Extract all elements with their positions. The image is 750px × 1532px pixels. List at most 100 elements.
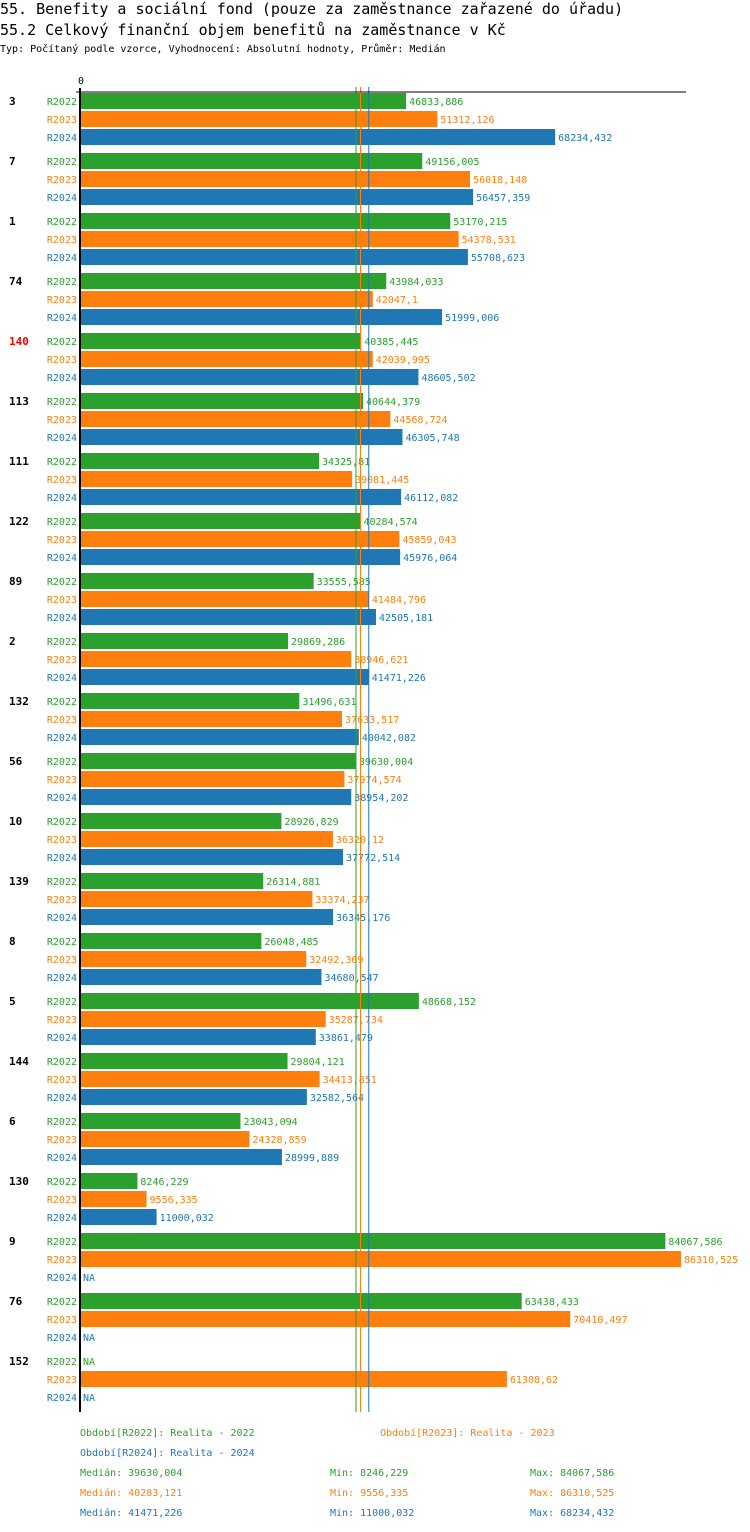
data-label: 38946,621: [354, 655, 408, 666]
bar: [80, 1131, 250, 1147]
bar: [80, 513, 361, 529]
data-label: 24328,859: [252, 1135, 306, 1146]
category-label: 152: [9, 1355, 29, 1368]
bar: [80, 549, 401, 565]
bar: [80, 189, 474, 205]
data-label: 32492,369: [309, 955, 363, 966]
data-label: 63438,433: [525, 1297, 579, 1308]
category-label: 9: [9, 1235, 16, 1248]
bar: [80, 129, 556, 145]
data-label: 31496,631: [302, 697, 356, 708]
series-label: R2024: [47, 973, 77, 984]
category-label: 2: [9, 635, 16, 648]
data-label: 48605,502: [421, 373, 475, 384]
bar: [80, 969, 322, 985]
data-label: NA: [83, 1273, 95, 1284]
bar: [80, 609, 376, 625]
data-label: 86310,525: [684, 1255, 738, 1266]
series-label: R2023: [47, 355, 77, 366]
series-label: R2023: [47, 655, 77, 666]
data-label: 56457,359: [476, 193, 530, 204]
series-label: R2024: [47, 1333, 77, 1344]
series-label: R2022: [47, 877, 77, 888]
series-label: R2022: [47, 1177, 77, 1188]
series-label: R2023: [47, 955, 77, 966]
stat-max-r2023: Max: 86310,525: [530, 1488, 615, 1499]
series-label: R2022: [47, 1057, 77, 1068]
data-label: 29804,121: [291, 1057, 345, 1068]
chart-title: 55. Benefity a sociální fond (pouze za z…: [0, 0, 624, 18]
bar: [80, 171, 471, 187]
bar: [80, 1311, 571, 1327]
bar: [80, 153, 423, 169]
series-label: R2023: [47, 835, 77, 846]
series-label: R2024: [47, 1273, 77, 1284]
bar: [80, 309, 443, 325]
series-label: R2024: [47, 913, 77, 924]
series-label: R2023: [47, 1195, 77, 1206]
series-label: R2024: [47, 373, 77, 384]
data-label: 44568,724: [393, 415, 447, 426]
bar: [80, 351, 373, 367]
data-label: 34680,547: [324, 973, 378, 984]
category-label: 10: [9, 815, 22, 828]
series-label: R2023: [47, 475, 77, 486]
bar: [80, 489, 402, 505]
stat-median-r2023: Medián: 40283,121: [80, 1488, 183, 1499]
data-label: 42039,995: [376, 355, 430, 366]
bar: [80, 693, 300, 709]
series-label: R2024: [47, 733, 77, 744]
series-label: R2023: [47, 715, 77, 726]
data-label: 26048,485: [264, 937, 318, 948]
series-label: R2024: [47, 493, 77, 504]
data-label: 41484,796: [372, 595, 426, 606]
bar: [80, 753, 356, 769]
bar: [80, 849, 344, 865]
series-label: R2024: [47, 853, 77, 864]
series-label: R2022: [47, 937, 77, 948]
series-label: R2022: [47, 1297, 77, 1308]
series-label: R2022: [47, 517, 77, 528]
bar: [80, 273, 387, 289]
data-label: 36320,12: [336, 835, 384, 846]
bar: [80, 1251, 681, 1267]
bar: [80, 393, 364, 409]
series-label: R2024: [47, 1393, 77, 1404]
series-label: R2024: [47, 253, 77, 264]
data-label: NA: [83, 1393, 95, 1404]
legend-period-r2024: Období[R2024]: Realita - 2024: [80, 1448, 255, 1459]
series-label: R2022: [47, 157, 77, 168]
category-label: 130: [9, 1175, 29, 1188]
bar: [80, 1113, 241, 1129]
data-label: 42505,181: [379, 613, 433, 624]
data-label: 45976,064: [403, 553, 457, 564]
bar: [80, 213, 451, 229]
data-label: 54378,531: [462, 235, 516, 246]
data-label: 37974,574: [347, 775, 401, 786]
data-label: 33374,237: [315, 895, 369, 906]
data-label: 11000,032: [160, 1213, 214, 1224]
data-label: 36345,176: [336, 913, 390, 924]
bar: [80, 873, 264, 889]
series-label: R2022: [47, 1117, 77, 1128]
data-label: 84067,586: [668, 1237, 722, 1248]
series-label: R2023: [47, 1135, 77, 1146]
series-label: R2023: [47, 115, 77, 126]
data-label: 39081,445: [355, 475, 409, 486]
stat-min-r2024: Min: 11000,032: [330, 1508, 415, 1519]
category-label: 144: [9, 1055, 29, 1068]
category-label: 5: [9, 995, 16, 1008]
chart-meta: Typ: Počítaný podle vzorce, Vyhodnocení:…: [0, 44, 446, 55]
series-label: R2022: [47, 817, 77, 828]
stat-max-r2024: Max: 68234,432: [530, 1508, 615, 1519]
bar: [80, 933, 262, 949]
series-label: R2022: [47, 637, 77, 648]
data-label: 43984,033: [389, 277, 443, 288]
data-label: 28926,829: [284, 817, 338, 828]
series-label: R2024: [47, 673, 77, 684]
bar: [80, 1149, 282, 1165]
legend-period-r2023: Období[R2023]: Realita - 2023: [380, 1428, 555, 1439]
category-label: 76: [9, 1295, 23, 1308]
data-label: 33555,585: [317, 577, 371, 588]
